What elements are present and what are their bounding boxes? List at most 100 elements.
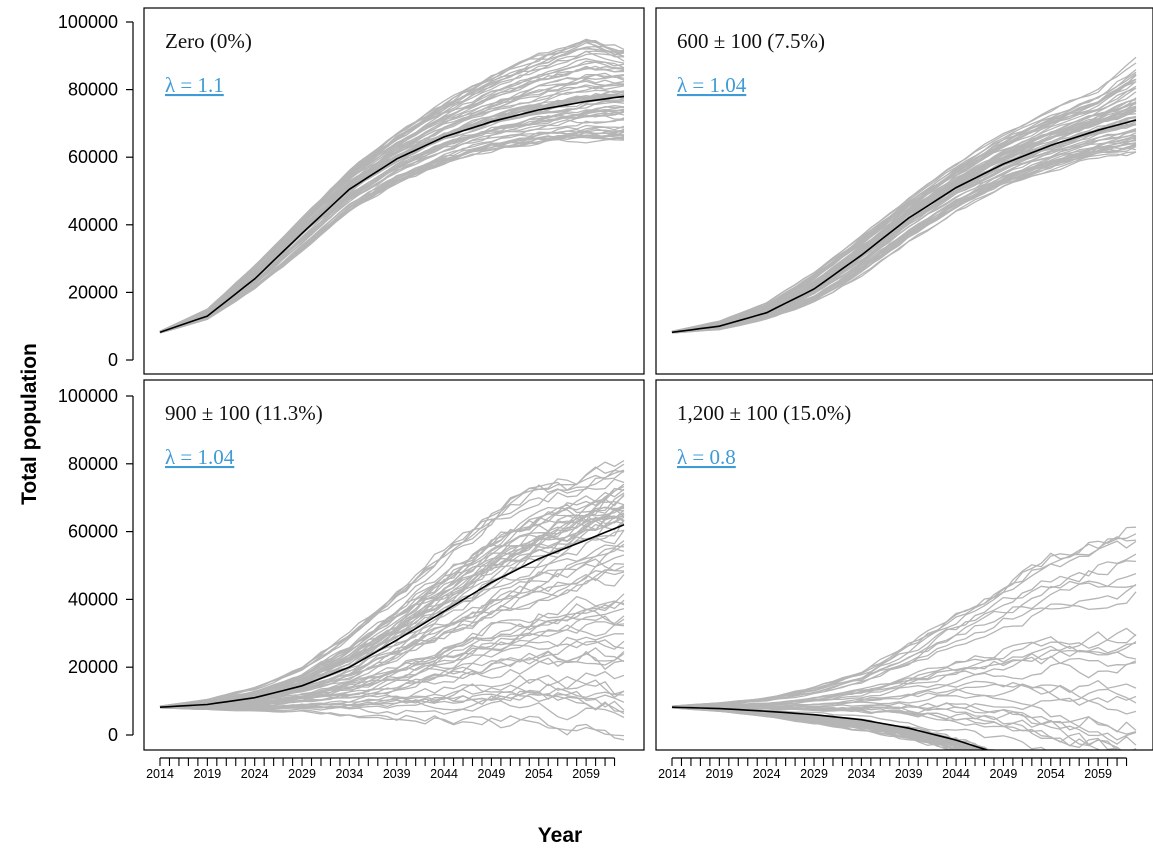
simulation-line [159, 483, 625, 708]
simulation-line [159, 647, 625, 709]
panel-title: 1,200 ± 100 (15.0%) [677, 401, 851, 425]
y-tick-label: 20000 [68, 282, 118, 302]
panel-title: 600 ± 100 (7.5%) [677, 29, 825, 53]
y-tick-label: 60000 [68, 522, 118, 542]
mean-line [671, 119, 1137, 334]
y-tick-label: 80000 [68, 454, 118, 474]
x-tick-label: 2049 [990, 767, 1018, 781]
panels-group: Zero (0%) λ = 1.1 0 20000 40000 60000 80000 100… [58, 7, 1153, 781]
y-tick-label: 0 [108, 725, 118, 745]
simulation-line [671, 526, 1137, 707]
simulation-line [671, 560, 1137, 707]
x-axis-label: Year [538, 824, 582, 847]
y-tick-label: 80000 [68, 80, 118, 100]
x-tick-label: 2019 [193, 767, 221, 781]
simulation-line [159, 73, 625, 333]
mean-line [159, 524, 625, 708]
simulation-line [671, 631, 1137, 708]
simulation-line [671, 706, 988, 750]
plot-area [159, 460, 625, 741]
simulation-line [671, 702, 1137, 735]
simulation-line [671, 706, 987, 750]
y-tick-label: 0 [108, 350, 118, 370]
simulation-line [159, 504, 625, 708]
plot-area [159, 38, 625, 334]
panel-4: 1,200 ± 100 (15.0%) λ = 0.8 2014 2019 2024 20… [655, 379, 1153, 781]
simulation-line [671, 145, 1137, 334]
y-tick-label: 20000 [68, 657, 118, 677]
simulation-line [671, 706, 973, 750]
simulation-line [159, 58, 625, 333]
simulation-line [159, 40, 625, 332]
simulation-line [671, 642, 1137, 708]
simulation-line [159, 129, 625, 334]
x-tick-label: 2039 [383, 767, 411, 781]
x-tick-label: 2059 [1084, 767, 1112, 781]
panel-2: 600 ± 100 (7.5%) λ = 1.04 [655, 7, 1153, 375]
simulation-line [159, 570, 625, 708]
simulation-line [159, 513, 625, 708]
plot-area [671, 56, 1137, 334]
simulation-line [671, 151, 1137, 334]
simulation-line [159, 691, 625, 713]
mean-line [159, 95, 625, 334]
x-tick-label: 2044 [430, 767, 458, 781]
simulation-line [671, 683, 1137, 708]
y-axis-label: Total population [18, 343, 41, 505]
lambda-annotation: λ = 1.04 [165, 445, 235, 469]
simulation-line [671, 151, 1137, 334]
lambda-annotation: λ = 0.8 [677, 445, 736, 469]
simulation-line [671, 56, 1137, 332]
simulation-line [671, 533, 1137, 707]
x-tick-label: 2034 [335, 767, 363, 781]
simulation-line [159, 565, 625, 709]
y-tick-label: 100000 [58, 12, 118, 32]
simulation-line [671, 706, 986, 750]
simulation-line [159, 117, 625, 334]
panel-1: Zero (0%) λ = 1.1 0 20000 40000 60000 80000 100… [58, 7, 645, 375]
simulation-line [160, 670, 625, 709]
x-tick-label: 2029 [288, 767, 316, 781]
simulation-line [671, 572, 1137, 708]
panel-title: Zero (0%) [165, 29, 252, 53]
simulation-line [159, 707, 625, 741]
panel-title: 900 ± 100 (11.3%) [165, 401, 323, 425]
simulation-line [671, 706, 978, 750]
x-tick-label: 2024 [241, 767, 269, 781]
mean-line [671, 706, 990, 750]
panel-frame [655, 7, 1153, 375]
x-tick-label: 2014 [146, 767, 174, 781]
x-tick-label: 2024 [753, 767, 781, 781]
x-tick-label: 2039 [895, 767, 923, 781]
simulation-line [159, 85, 625, 333]
simulation-line [159, 599, 625, 709]
x-tick-label: 2054 [525, 767, 553, 781]
simulation-line [671, 132, 1137, 334]
simulation-line [671, 706, 986, 750]
simulation-line [159, 512, 625, 708]
simulation-line [159, 505, 625, 708]
simulation-line [672, 706, 1101, 750]
simulation-line [671, 69, 1137, 333]
simulation-line [671, 582, 1137, 708]
simulation-line [671, 706, 974, 750]
simulation-line [159, 135, 625, 334]
simulation-line [159, 110, 625, 334]
simulation-line [159, 460, 625, 707]
simulation-line [671, 99, 1137, 333]
x-tick-label: 2029 [800, 767, 828, 781]
panel-frame [143, 7, 645, 375]
y-tick-label: 100000 [58, 386, 118, 406]
y-tick-label: 40000 [68, 215, 118, 235]
x-tick-label: 2044 [942, 767, 970, 781]
x-tick-label: 2014 [658, 767, 686, 781]
x-tick-label: 2059 [572, 767, 600, 781]
lambda-annotation: λ = 1.1 [165, 73, 224, 97]
simulation-line [671, 706, 978, 750]
simulation-line [159, 50, 625, 333]
simulation-line [671, 74, 1137, 333]
simulation-line [671, 706, 981, 750]
simulation-line [671, 706, 996, 750]
x-tick-label: 2034 [847, 767, 875, 781]
